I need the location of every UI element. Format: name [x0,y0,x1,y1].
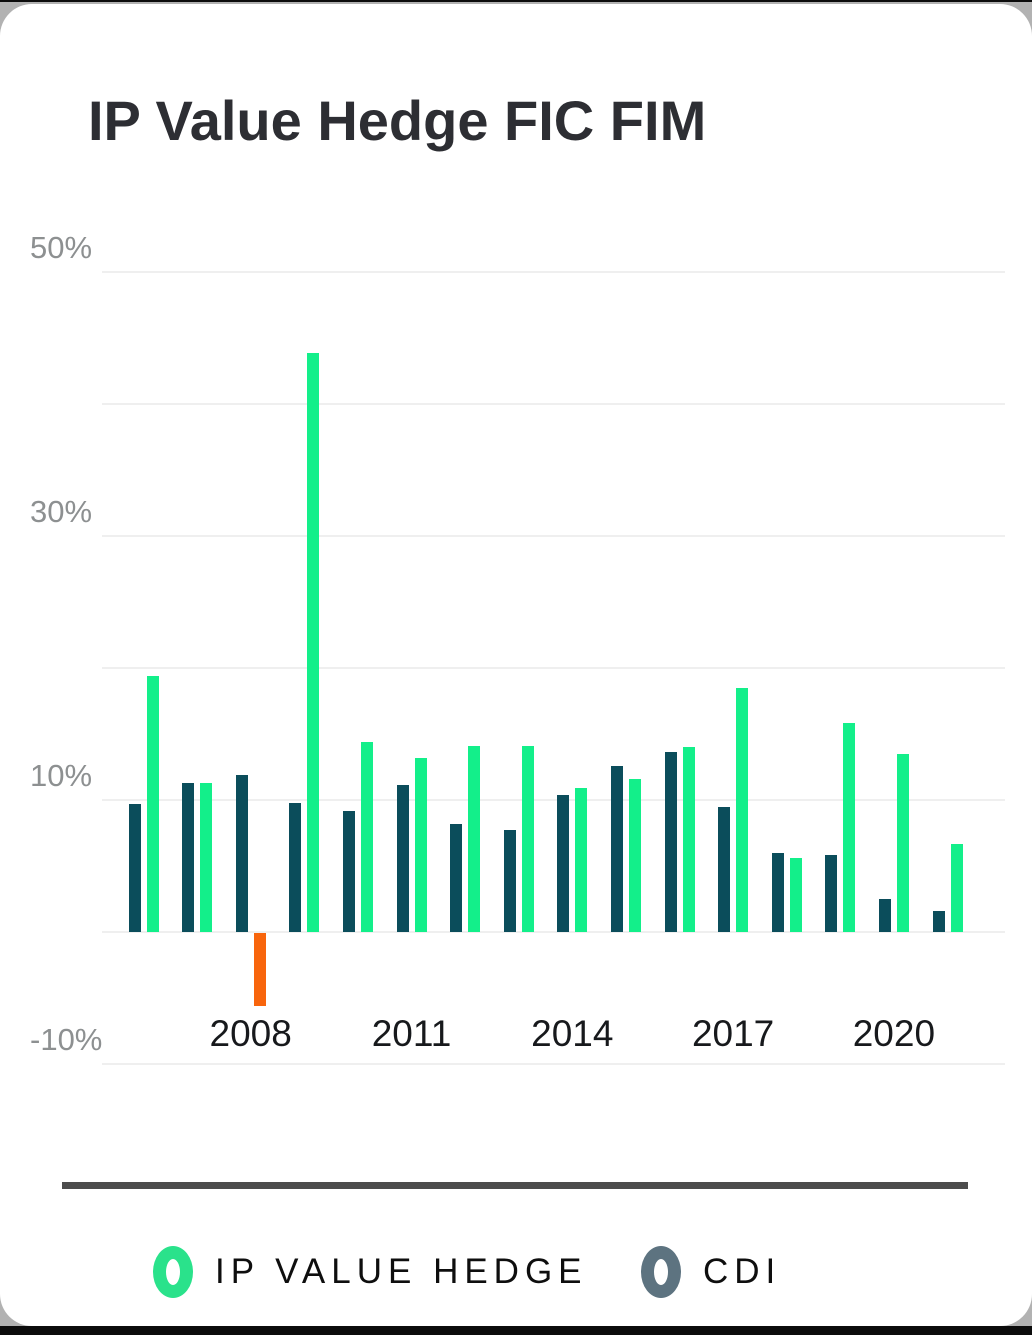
chart-legend: IP VALUE HEDGE CDI [0,1244,1032,1304]
bar-ip-value-hedge-2008 [253,933,266,1006]
bar-ip-value-hedge-2021 [950,843,963,932]
bar-ip-value-hedge-2018 [789,858,802,932]
fund-performance-card [0,4,1032,1326]
y-axis-label-50: 50% [30,230,93,265]
gridline-30 [102,535,1005,537]
legend-ring-icon-cdi [641,1246,681,1298]
x-axis-label-2014: 2014 [531,1013,614,1054]
bar-ip-value-hedge-2015 [628,778,641,932]
bar-cdi-2009 [289,802,302,932]
divider-line [62,1182,968,1189]
bar-cdi-2020 [878,899,891,932]
bar-ip-value-hedge-2011 [414,757,427,932]
bar-ip-value-hedge-2012 [468,745,481,932]
legend-ring-icon-ip-value-hedge [153,1246,193,1298]
bar-cdi-2017 [718,806,731,932]
bar-ip-value-hedge-2006 [146,675,159,932]
y-axis-label-30: 30% [30,494,93,529]
bar-cdi-2012 [450,823,463,932]
bar-ip-value-hedge-2019 [843,723,856,932]
gridline-40 [102,403,1005,405]
bar-cdi-2007 [182,782,195,932]
bar-cdi-2008 [235,774,248,932]
gridline-50 [102,271,1005,273]
gridline-10 [102,799,1005,801]
bar-cdi-2006 [128,803,141,932]
gridline-0 [102,931,1005,933]
bar-ip-value-hedge-2007 [200,782,213,932]
legend-item-cdi: CDI [641,1244,781,1300]
legend-item-ip-value-hedge: IP VALUE HEDGE [153,1244,588,1300]
legend-label-ip-value-hedge: IP VALUE HEDGE [215,1252,588,1291]
y-axis-label-10: 10% [30,758,93,793]
bar-cdi-2013 [503,830,516,932]
x-axis-label-2020: 2020 [852,1013,936,1054]
y-axis-label--10: -10% [30,1022,103,1057]
bar-cdi-2015 [610,765,623,932]
bar-ip-value-hedge-2017 [736,687,749,932]
bar-cdi-2021 [932,910,945,932]
bar-ip-value-hedge-2010 [360,741,373,932]
bar-cdi-2016 [664,752,677,932]
bar-ip-value-hedge-2020 [896,753,909,932]
gridline-20 [102,667,1005,669]
bar-cdi-2014 [557,794,570,932]
bar-cdi-2019 [825,855,838,932]
bar-ip-value-hedge-2014 [575,788,588,932]
bar-ip-value-hedge-2009 [307,352,320,932]
bar-ip-value-hedge-2013 [521,745,534,932]
chart-title: IP Value Hedge FIC FIM [88,89,707,152]
legend-label-cdi: CDI [703,1252,782,1291]
bar-cdi-2010 [342,810,355,932]
x-axis-label-2011: 2011 [371,1013,452,1054]
bar-ip-value-hedge-2016 [682,747,695,932]
bar-cdi-2018 [771,852,784,932]
bar-cdi-2011 [396,785,409,932]
x-axis-label-2017: 2017 [691,1013,775,1054]
x-axis-label-2008: 2008 [209,1013,292,1054]
gridline--10 [102,1063,1005,1065]
